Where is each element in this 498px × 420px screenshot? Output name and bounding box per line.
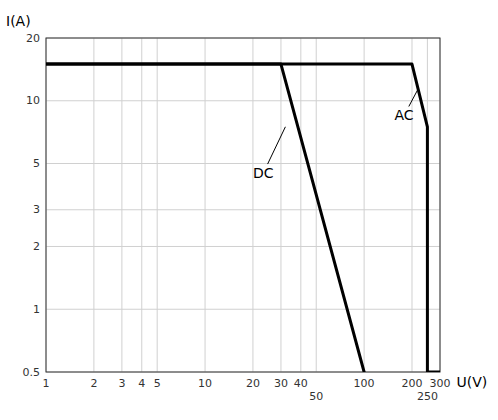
lines bbox=[46, 64, 440, 372]
x-tick-label: 5 bbox=[154, 377, 161, 390]
x-tick-label: 2 bbox=[90, 377, 97, 390]
annotation-connector bbox=[268, 127, 286, 164]
y-tick-label: 20 bbox=[26, 32, 40, 45]
y-tick-label: 5 bbox=[33, 157, 40, 170]
curve bbox=[46, 64, 364, 372]
annotation-connector bbox=[409, 88, 419, 106]
x-grid-line bbox=[316, 38, 317, 372]
y-grid-line bbox=[46, 209, 440, 210]
x-tick-label: 100 bbox=[354, 377, 375, 390]
x-tick-label: 20 bbox=[246, 377, 260, 390]
x-tick-label: 4 bbox=[138, 377, 145, 390]
y-tick-label: 1 bbox=[33, 303, 40, 316]
y-tick-labels: 0.5 1 2 3 5 10 20 bbox=[23, 32, 41, 379]
y-tick-label: 0.5 bbox=[23, 366, 41, 379]
annotation: DC bbox=[253, 165, 274, 181]
annotations: DC AC bbox=[253, 88, 419, 181]
y-tick-label: 10 bbox=[26, 94, 40, 107]
y-axis-label: I(A) bbox=[6, 13, 31, 29]
x-grid-line bbox=[121, 38, 122, 372]
x-tick-labels: 1 2 345 10 20 30 4050 100 200250300 bbox=[43, 377, 451, 403]
curve bbox=[46, 64, 440, 372]
grid bbox=[46, 38, 440, 372]
y-grid-line bbox=[46, 163, 440, 164]
chart: 1234510203040501002002503000.512351020DC… bbox=[0, 0, 498, 420]
y-grid-line bbox=[46, 100, 440, 101]
annotation: AC bbox=[394, 107, 413, 123]
x-grid-line bbox=[157, 38, 158, 372]
x-grid-line bbox=[205, 38, 206, 372]
x-grid-line bbox=[252, 38, 253, 372]
x-tick-label: 50 bbox=[309, 390, 323, 403]
y-grid-line bbox=[46, 309, 440, 310]
y-grid-line bbox=[46, 246, 440, 247]
x-grid-line bbox=[93, 38, 94, 372]
x-tick-label: 10 bbox=[198, 377, 212, 390]
x-grid-line bbox=[141, 38, 142, 372]
x-tick-label: 3 bbox=[118, 377, 125, 390]
plot-frame bbox=[46, 38, 440, 372]
x-tick-label: 1 bbox=[43, 377, 50, 390]
x-grid-line bbox=[280, 38, 281, 372]
x-grid-line bbox=[300, 38, 301, 372]
x-grid-line bbox=[364, 38, 365, 372]
x-tick-label: 40 bbox=[294, 377, 308, 390]
x-tick-label: 250 bbox=[417, 390, 438, 403]
y-tick-label: 3 bbox=[33, 203, 40, 216]
x-grid-line bbox=[411, 38, 412, 372]
x-tick-label: 300 bbox=[430, 377, 451, 390]
x-axis-label: U(V) bbox=[457, 374, 488, 390]
x-tick-label: 30 bbox=[274, 377, 288, 390]
x-tick-label: 200 bbox=[401, 377, 422, 390]
y-tick-label: 2 bbox=[33, 240, 40, 253]
